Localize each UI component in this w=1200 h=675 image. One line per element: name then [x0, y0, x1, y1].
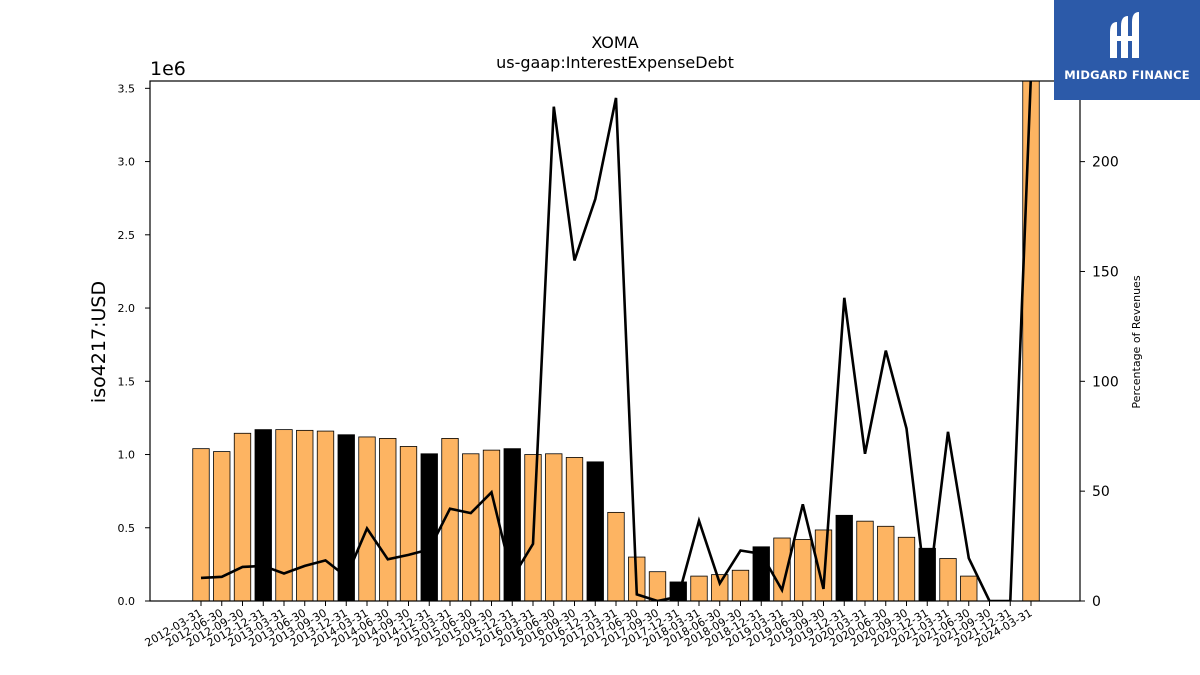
chart-subtitle: us-gaap:InterestExpenseDebt — [496, 53, 734, 72]
y-tick-label: 0.5 — [118, 522, 136, 535]
bar-2016-12-31 — [586, 461, 604, 602]
chart-title: XOMA — [591, 33, 638, 52]
bar-2021-03-31 — [939, 558, 957, 602]
bar-2017-03-31 — [607, 511, 625, 602]
y-scale-label: 1e6 — [150, 58, 186, 80]
y-tick-label: 0.0 — [118, 595, 136, 608]
line-group — [200, 81, 1033, 601]
logo-text: MIDGARD FINANCE — [1064, 68, 1190, 82]
bar-2016-09-30 — [565, 457, 584, 602]
y-axis-ticks: 0.0 0.5 1.0 1.5 2.0 2.5 3.0 3.5 — [118, 82, 150, 608]
midgard-logo-icon — [1110, 12, 1139, 58]
bar-2012-09-30 — [233, 432, 252, 602]
y2-tick-label: 0 — [1092, 594, 1101, 610]
pct-revenue-line — [200, 81, 1033, 601]
y2-axis-label: Percentage of Revenues — [1130, 275, 1143, 408]
y2-tick-label: 200 — [1092, 155, 1119, 171]
bar-2013-09-30 — [316, 430, 335, 602]
bar-2019-06-30 — [794, 539, 812, 602]
bar-2021-06-30 — [960, 575, 978, 602]
bar-2014-09-30 — [399, 446, 418, 602]
bar-2020-09-30 — [897, 536, 916, 602]
bar-2020-03-31 — [856, 520, 874, 602]
bar-2018-06-30 — [711, 574, 729, 602]
bar-2017-09-30 — [648, 571, 667, 602]
bar-2020-06-30 — [877, 525, 895, 602]
bar-2012-12-31 — [254, 429, 272, 602]
plot-frame — [149, 80, 1081, 602]
y2-axis-ticks: 0 50 100 150 200 — [1080, 155, 1119, 610]
y2-tick-label: 100 — [1092, 374, 1119, 390]
bar-2012-06-30 — [213, 451, 231, 602]
midgard-finance-logo: MIDGARD FINANCE — [1054, 0, 1200, 100]
bar-2019-12-31 — [835, 514, 853, 602]
y-tick-label: 3.0 — [118, 156, 136, 169]
y2-tick-label: 150 — [1092, 264, 1119, 280]
bar-2013-06-30 — [296, 429, 314, 602]
bar-2013-03-31 — [275, 429, 293, 602]
y-axis-label: iso4217:USD — [88, 281, 110, 403]
x-axis-ticks: 2012-03-312012-06-302012-09-302012-12-31… — [143, 601, 1035, 650]
bar-2015-06-30 — [462, 453, 480, 602]
bars-group — [192, 80, 1040, 602]
bar-2014-06-30 — [379, 438, 397, 602]
y-tick-label: 2.5 — [118, 229, 136, 242]
y2-tick-label: 50 — [1092, 484, 1110, 500]
bar-2014-03-31 — [358, 436, 376, 602]
bar-2018-03-31 — [690, 575, 708, 602]
bar-2014-12-31 — [420, 453, 438, 602]
y-tick-label: 1.5 — [118, 375, 136, 388]
bar-2024-03-31 — [1022, 80, 1040, 602]
bar-2016-06-30 — [545, 453, 563, 602]
y-tick-label: 1.0 — [118, 449, 136, 462]
y-tick-label: 2.0 — [118, 302, 136, 315]
bar-2018-09-30 — [731, 569, 750, 602]
y-tick-label: 3.5 — [118, 82, 136, 95]
bar-2015-09-30 — [482, 449, 501, 602]
